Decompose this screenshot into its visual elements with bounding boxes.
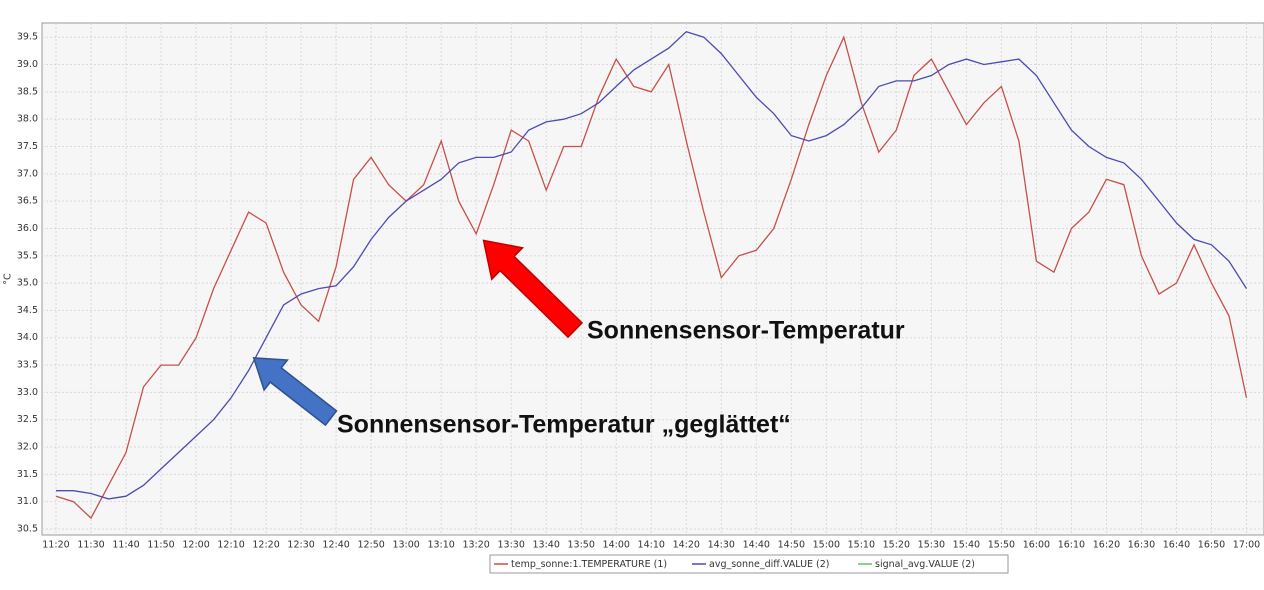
grid: 30.5 31.0 31.5 32.0 32.5 33.0 33.5 34.0 34.5 35.0… <box>17 23 1264 551</box>
x-tick-label: 15:50 <box>988 540 1015 551</box>
red-arrow <box>482 239 584 339</box>
x-tick-label: 13:40 <box>533 540 560 551</box>
x-tick-label: 14:10 <box>638 540 665 551</box>
y-tick-label: 35.0 <box>17 278 38 289</box>
y-tick-label: 35.5 <box>17 250 38 261</box>
x-tick-label: 14:50 <box>778 540 805 551</box>
annotation: Sonnensensor-Temperatur „geglättet“ <box>337 411 791 439</box>
y-tick-label: 31.5 <box>17 469 38 480</box>
y-tick-label: 36.5 <box>17 196 38 207</box>
annotation: Sonnensensor-Temperatur <box>587 317 905 345</box>
legend: temp_sonne:1.TEMPERATURE (1) avg_sonne_di… <box>494 559 975 570</box>
legend-box <box>489 554 1009 574</box>
y-tick-label: 39.5 <box>17 32 38 43</box>
y-tick-label: 33.0 <box>17 387 38 398</box>
y-tick-label: 33.5 <box>17 360 38 371</box>
x-tick-label: 13:20 <box>462 540 489 551</box>
x-tick-label: 16:30 <box>1128 540 1155 551</box>
x-tick-label: 14:30 <box>708 540 735 551</box>
x-tick-label: 11:50 <box>147 540 174 551</box>
y-tick-label: 31.0 <box>17 496 38 507</box>
y-tick-label: 36.0 <box>17 223 38 234</box>
x-tick-label: 16:20 <box>1093 540 1120 551</box>
legend-label: avg_sonne_diff.VALUE (2) <box>709 559 830 570</box>
x-tick-label: 14:40 <box>743 540 770 551</box>
x-tick-label: 12:20 <box>252 540 279 551</box>
x-tick-label: 15:20 <box>883 540 910 551</box>
x-tick-label: 12:40 <box>322 540 349 551</box>
x-tick-label: 12:50 <box>357 540 384 551</box>
y-tick-label: 37.5 <box>17 141 38 152</box>
y-tick-label: 30.5 <box>17 523 38 534</box>
y-tick-label: 38.0 <box>17 114 38 125</box>
x-tick-label: 14:00 <box>603 540 630 551</box>
x-tick-label: 11:30 <box>77 540 104 551</box>
y-tick-label: 37.0 <box>17 168 38 179</box>
x-tick-label: 17:00 <box>1233 540 1260 551</box>
plot-area <box>41 22 1264 536</box>
legend-label: signal_avg.VALUE (2) <box>875 559 975 570</box>
y-tick-label: 32.5 <box>17 414 38 425</box>
x-tick-label: 15:00 <box>813 540 840 551</box>
x-tick-label: 15:30 <box>918 540 945 551</box>
x-tick-label: 12:00 <box>182 540 209 551</box>
x-tick-label: 13:50 <box>568 540 595 551</box>
y-axis-label: °C <box>3 273 14 285</box>
x-tick-label: 16:10 <box>1058 540 1085 551</box>
series-line <box>55 35 1248 520</box>
x-tick-label: 16:40 <box>1163 540 1190 551</box>
x-tick-label: 14:20 <box>673 540 700 551</box>
x-tick-label: 15:10 <box>848 540 875 551</box>
x-tick-label: 12:30 <box>287 540 314 551</box>
x-tick-label: 13:00 <box>392 540 419 551</box>
x-tick-label: 11:40 <box>112 540 139 551</box>
y-tick-label: 39.0 <box>17 59 38 70</box>
x-tick-label: 16:50 <box>1198 540 1225 551</box>
y-tick-label: 34.0 <box>17 332 38 343</box>
y-tick-label: 38.5 <box>17 86 38 97</box>
x-tick-label: 13:30 <box>497 540 524 551</box>
blue-arrow <box>252 356 338 427</box>
y-tick-label: 34.5 <box>17 305 38 316</box>
x-tick-label: 15:40 <box>953 540 980 551</box>
legend-label: temp_sonne:1.TEMPERATURE (1) <box>511 559 667 570</box>
x-tick-label: 11:20 <box>42 540 69 551</box>
x-tick-label: 12:10 <box>217 540 244 551</box>
x-tick-label: 16:00 <box>1023 540 1050 551</box>
x-tick-label: 13:10 <box>427 540 454 551</box>
y-tick-label: 32.0 <box>17 442 38 453</box>
